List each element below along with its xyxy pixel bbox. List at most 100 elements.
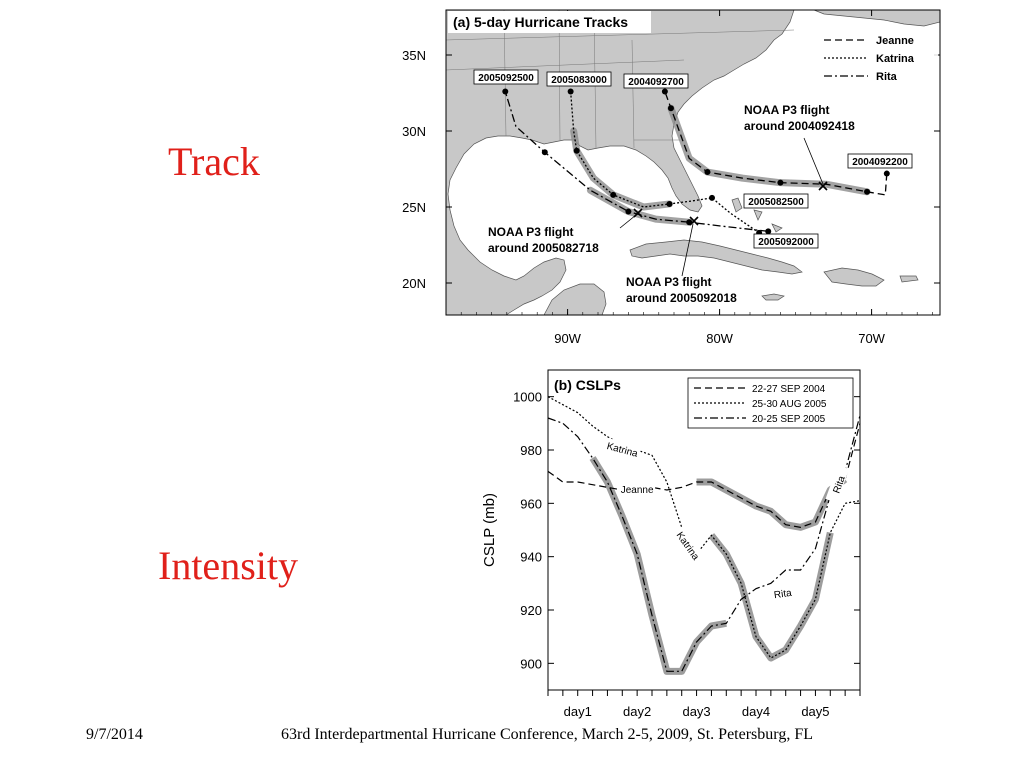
border-5: [445, 59, 685, 71]
land-north-america: [445, 9, 795, 316]
chart-curve-label-bg: [619, 482, 656, 494]
date-box-katrina: 2005083000: [551, 75, 607, 86]
annotation-katrina-line1: NOAA P3 flight: [488, 225, 574, 239]
map-legend-bg: [814, 28, 938, 84]
map-track-point-rita: [765, 228, 772, 235]
chart-y-label: CSLP (mb): [481, 493, 498, 567]
date-box-katrina-start-frame: [743, 193, 809, 209]
chart-x-tick-label: day4: [742, 704, 770, 719]
date-box-jeanne-start: 2004092200: [852, 157, 908, 168]
flight-marker-jeanne: [818, 181, 828, 191]
map-track-point-katrina: [610, 191, 617, 198]
chart-series-lines: [547, 396, 861, 672]
legend-label-katrina: Katrina: [876, 53, 915, 65]
chart-line-jeanne: [547, 423, 861, 528]
land-jamaica: [761, 293, 785, 301]
land-cuba: [629, 239, 803, 275]
map-track-point-katrina: [573, 147, 580, 154]
map-track-point-rita: [541, 149, 548, 156]
map-track-point-jeanne: [777, 179, 784, 186]
chart-curve-label-bg: [825, 465, 850, 503]
chart-title: (b) CSLPs: [554, 377, 621, 393]
annotation-rita-line2: around 2005092018: [626, 291, 737, 305]
chart-line-katrina: [547, 396, 861, 659]
date-box-katrina-frame: [546, 71, 612, 87]
border-7: [445, 29, 795, 41]
chart-curve-label-bg: [674, 526, 705, 564]
chart-curve-label-bg: [603, 437, 642, 459]
flight-annotations: NOAA P3 flight around 2004092418 NOAA P3…: [488, 103, 855, 305]
pointer-katrina: [619, 214, 637, 229]
chart-y-tick-label: 940: [520, 550, 542, 565]
map-title-box: [448, 11, 651, 33]
footer-conference: 63rd Interdepartmental Hurricane Confere…: [281, 726, 813, 743]
map-track-point-rita: [625, 208, 632, 215]
pointer-jeanne: [803, 137, 824, 185]
legend-label-rita: Rita: [876, 71, 898, 83]
legend-label-jeanne: Jeanne: [876, 35, 914, 47]
chart-legend-label-katrina: 25-30 AUG 2005: [752, 399, 827, 410]
date-box-rita-start-frame: [753, 233, 819, 249]
date-box-jeanne-start-frame: [847, 153, 913, 169]
annotation-rita-line1: NOAA P3 flight: [626, 275, 712, 289]
hurricane-track-map: 35N 30N 25N 20N 90W 80W 70W (a) 5-day Hurrican…: [402, 9, 941, 346]
map-track-jeanne: [664, 91, 888, 196]
map-lat-label: 20N: [402, 276, 426, 291]
map-lat-label: 35N: [402, 48, 426, 63]
land-yucatan: [543, 283, 607, 316]
annotation-katrina-line2: around 2005082718: [488, 241, 599, 255]
chart-x-tick-label: day1: [564, 704, 592, 719]
chart-legend: 22-27 SEP 2004 25-30 AUG 2005 20-25 SEP …: [687, 377, 854, 429]
intensity-label: Intensity: [158, 543, 298, 588]
map-track-rita: [504, 91, 769, 232]
map-track-point-rita: [502, 88, 509, 95]
map-track-point-jeanne: [661, 88, 668, 95]
map-track-point-jeanne: [667, 105, 674, 112]
map-track-point-jeanne: [864, 188, 871, 195]
land-bahamas-2: [753, 209, 763, 221]
chart-y-tick-label: 920: [520, 603, 542, 618]
chart-legend-label-rita: 20-25 SEP 2005: [752, 414, 826, 425]
chart-y-tick-label: 900: [520, 656, 542, 671]
land-bahamas-1: [731, 197, 743, 213]
map-track-point-katrina: [666, 200, 673, 207]
land-puerto-rico: [899, 275, 919, 283]
chart-legend-label-jeanne: 22-27 SEP 2004: [752, 384, 826, 395]
flight-marker-rita: [689, 216, 699, 226]
annotation-jeanne-line1: NOAA P3 flight: [744, 103, 830, 117]
chart-curve-label-bg: [763, 583, 802, 601]
date-boxes: 2005092500 2005083000 2004092700 2004092…: [473, 69, 913, 249]
chart-curve-label: Rita: [773, 588, 793, 601]
land-hispaniola: [823, 267, 885, 287]
map-lon-label: 90W: [554, 331, 581, 346]
chart-y-tick-label: 960: [520, 496, 542, 511]
annotation-pointers: [619, 137, 824, 277]
footer-date: 9/7/2014: [86, 726, 143, 743]
map-track-point-katrina: [567, 88, 574, 95]
date-box-rita-start: 2005092000: [758, 237, 814, 248]
map-lon-label: 70W: [858, 331, 885, 346]
map-track-katrina: [569, 91, 760, 234]
date-box-jeanne-end-frame: [623, 73, 689, 89]
date-box-rita-frame: [473, 69, 539, 85]
date-box-katrina-start: 2005082500: [748, 197, 804, 208]
track-label: Track: [168, 139, 260, 184]
map-axes: 35N 30N 25N 20N 90W 80W 70W: [402, 10, 940, 346]
map-track-point-jeanne: [883, 170, 890, 177]
map-lat-label: 30N: [402, 124, 426, 139]
chart-x-tick-label: day5: [801, 704, 829, 719]
map-lon-label: 80W: [706, 331, 733, 346]
map-legend: Jeanne Katrina Rita: [824, 35, 915, 83]
annotation-jeanne-line2: around 2004092418: [744, 119, 855, 133]
date-box-jeanne-end: 2004092700: [628, 77, 684, 88]
chart-curve-label: Jeanne: [621, 485, 654, 496]
border-4: [631, 39, 635, 149]
chart-x-tick-label: day3: [682, 704, 710, 719]
map-track-point-katrina: [709, 194, 715, 201]
chart-axes: 900 920 940 960 980 1000 day1 day2 day3 day4 day5: [513, 390, 861, 719]
map-title: (a) 5-day Hurricane Tracks: [453, 14, 628, 30]
chart-line-rita: [547, 415, 861, 672]
map-track-point-jeanne: [704, 169, 711, 176]
chart-y-tick-label: 980: [520, 443, 542, 458]
chart-y-tick-label: 1000: [513, 390, 542, 405]
